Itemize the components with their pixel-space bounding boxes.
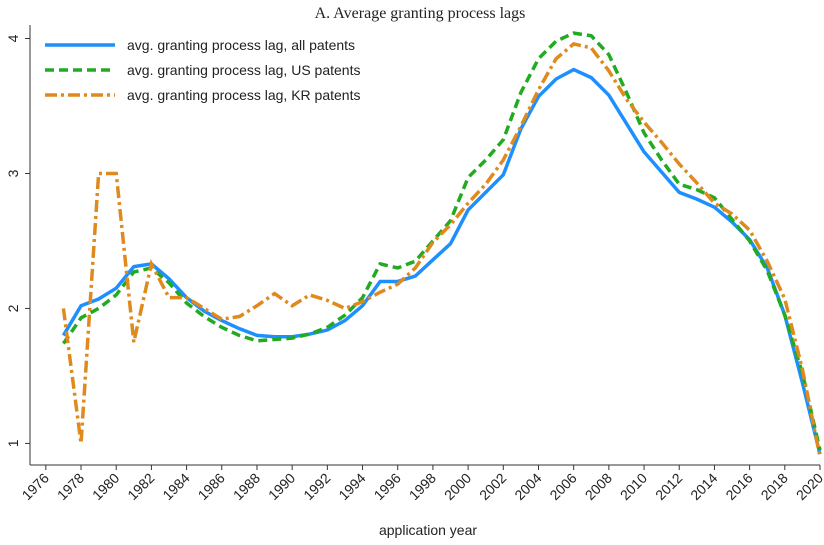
legend-label: avg. granting process lag, KR patents: [127, 87, 360, 103]
legend-label: avg. granting process lag, all patents: [127, 37, 355, 53]
x-tick-label: 1982: [124, 470, 157, 503]
x-tick-label: 2002: [476, 470, 509, 503]
x-tick-label: 1976: [19, 470, 52, 503]
x-tick-label: 1996: [371, 470, 404, 503]
chart-title: A. Average granting process lags: [315, 5, 526, 22]
y-tick-label: 1: [5, 439, 21, 447]
x-tick-label: 2008: [582, 470, 615, 503]
line-series: [61, 41, 822, 458]
x-tick-label: 1988: [230, 470, 263, 503]
x-tick-label: 1994: [335, 470, 368, 503]
x-axis-label: application year: [379, 522, 477, 538]
x-tick-label: 1978: [54, 470, 87, 503]
y-tick-label: 3: [5, 169, 21, 177]
x-tick-label: 1984: [159, 470, 192, 503]
y-tick-label: 4: [5, 34, 21, 42]
x-tick-label: 2012: [652, 470, 685, 503]
x-tick-label: 1992: [300, 470, 333, 503]
x-tick-label: 2014: [687, 470, 720, 503]
x-tick-label: 2004: [511, 470, 544, 503]
x-tick-label: 1986: [195, 470, 228, 503]
x-tick-label: 2010: [617, 470, 650, 503]
x-tick-label: 2000: [441, 470, 474, 503]
x-tick-label: 1998: [406, 470, 439, 503]
x-tick-label: 2018: [758, 470, 791, 503]
x-tick-label: 2006: [546, 470, 579, 503]
y-tick-label: 2: [5, 304, 21, 312]
x-tick-label: 2016: [722, 470, 755, 503]
x-tick-label: 1980: [89, 470, 122, 503]
line-series: [61, 67, 822, 455]
line-series: [61, 31, 822, 451]
legend-label: avg. granting process lag, US patents: [127, 62, 360, 78]
x-tick-label: 1990: [265, 470, 298, 503]
x-tick-label: 2020: [793, 470, 824, 503]
